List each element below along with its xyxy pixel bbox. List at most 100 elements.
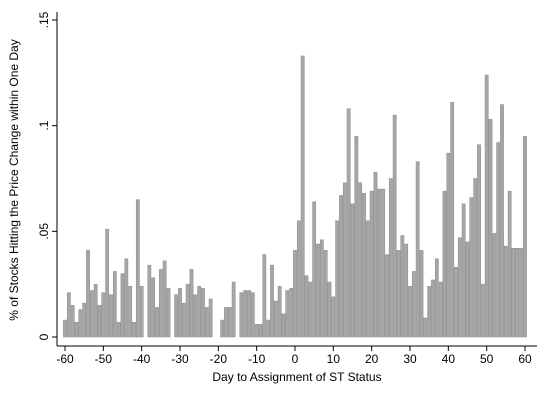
bar — [408, 286, 412, 338]
x-tick-label: 50 — [480, 352, 494, 366]
bar — [208, 298, 213, 338]
bar — [450, 102, 455, 338]
bar — [70, 305, 75, 338]
bar — [116, 321, 121, 338]
bar — [155, 307, 159, 338]
bar — [147, 264, 152, 338]
bar — [135, 199, 140, 338]
bar — [377, 188, 382, 338]
bar — [296, 220, 301, 338]
bar — [496, 142, 501, 338]
y-tick-label: .1 — [37, 120, 51, 130]
x-tick-label: -60 — [56, 352, 74, 366]
x-tick-label: 10 — [327, 352, 341, 366]
bar — [388, 178, 393, 338]
bar — [93, 283, 98, 338]
bar — [193, 294, 198, 338]
bar — [411, 271, 416, 338]
bar — [74, 321, 79, 338]
bar — [423, 317, 428, 338]
bar — [523, 135, 527, 338]
bar — [404, 243, 409, 338]
bar — [178, 288, 182, 338]
bar — [285, 290, 290, 338]
bar — [346, 108, 351, 338]
bar — [323, 250, 328, 338]
bar — [434, 258, 439, 338]
x-tick-label: -10 — [248, 352, 266, 366]
x-tick-label: -20 — [210, 352, 228, 366]
bar — [316, 243, 320, 338]
x-tick-label: -30 — [171, 352, 189, 366]
bar — [480, 283, 485, 338]
bar — [446, 152, 451, 338]
bar — [369, 190, 374, 338]
y-tick-label: 0 — [37, 333, 51, 340]
bar — [262, 254, 267, 338]
bar — [327, 281, 332, 338]
bar — [362, 193, 366, 338]
bar — [181, 302, 186, 338]
bar — [350, 203, 355, 338]
bar — [293, 250, 297, 338]
x-tick-label: -40 — [133, 352, 151, 366]
bar — [105, 228, 110, 338]
bar — [488, 119, 493, 338]
x-tick-label: 60 — [518, 352, 532, 366]
bar — [515, 247, 520, 338]
bar — [239, 292, 244, 338]
bar — [101, 292, 106, 338]
bar — [63, 319, 67, 338]
bar — [281, 313, 286, 338]
x-tick-label: 20 — [365, 352, 379, 366]
bar — [128, 286, 133, 338]
bar — [373, 171, 378, 338]
bar — [197, 286, 202, 338]
bar — [365, 220, 370, 338]
bar — [151, 277, 156, 338]
bar — [484, 74, 489, 338]
bar — [511, 247, 516, 338]
bar — [319, 239, 324, 338]
bar — [454, 267, 458, 338]
bar — [132, 321, 136, 338]
bar — [400, 235, 405, 338]
bar — [507, 190, 512, 338]
bar — [224, 307, 228, 338]
bar — [189, 269, 194, 338]
bar — [312, 201, 317, 338]
bar — [277, 286, 282, 338]
y-tick-label: .05 — [37, 223, 51, 240]
bar — [201, 288, 205, 338]
bar — [331, 296, 336, 338]
bar — [415, 161, 420, 338]
bar — [97, 305, 102, 338]
bar — [431, 279, 435, 338]
bar — [300, 55, 305, 338]
bar — [354, 135, 359, 338]
bar — [250, 292, 255, 338]
bar — [342, 182, 347, 338]
bar — [273, 300, 278, 338]
bar — [477, 144, 481, 338]
bar — [473, 178, 478, 338]
bar — [174, 294, 179, 338]
x-tick-label: -50 — [95, 352, 113, 366]
bar — [465, 241, 470, 338]
bar — [89, 290, 94, 338]
bar — [109, 294, 113, 338]
bar — [112, 271, 117, 338]
bar — [335, 220, 340, 338]
bar — [158, 269, 163, 338]
y-tick-label: .15 — [37, 11, 51, 28]
bar — [419, 250, 424, 338]
bar — [461, 203, 466, 338]
bar — [396, 250, 401, 338]
bar — [78, 309, 83, 338]
bar — [442, 190, 447, 338]
bar — [385, 254, 389, 338]
bar — [243, 290, 248, 338]
bar — [427, 286, 432, 338]
